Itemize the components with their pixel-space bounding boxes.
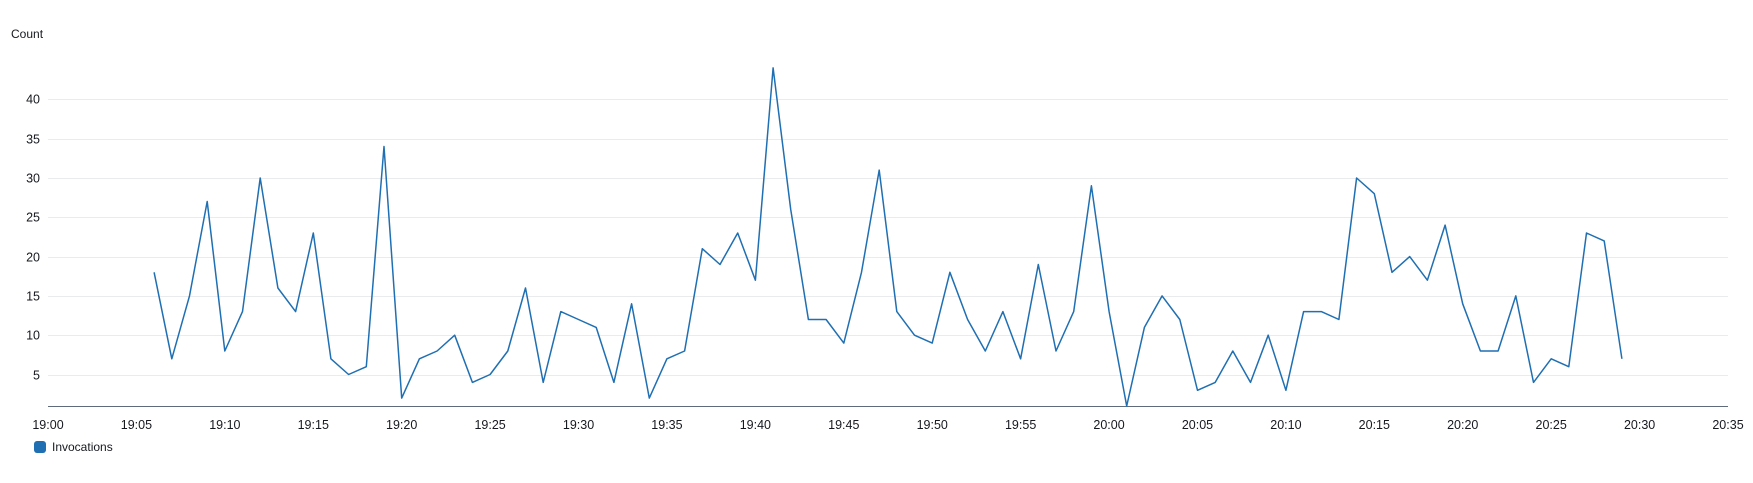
x-tick-labels: 19:00 19:05 19:10 19:15 19:20 19:25 19:30 19:35… [32, 418, 1743, 432]
y-tick-label: 10 [26, 329, 40, 343]
x-tick-label: 19:50 [917, 418, 948, 432]
x-tick-label: 19:05 [121, 418, 152, 432]
y-tick-label: 15 [26, 290, 40, 304]
series-layer [153, 67, 1623, 407]
y-tick-label: 20 [26, 251, 40, 265]
x-tick-label: 19:10 [209, 418, 240, 432]
x-tick-label: 19:45 [828, 418, 859, 432]
x-tick-label: 20:20 [1447, 418, 1478, 432]
x-tick-label: 20:05 [1182, 418, 1213, 432]
x-tick-label: 20:25 [1536, 418, 1567, 432]
x-tick-label: 20:30 [1624, 418, 1655, 432]
y-tick-label: 35 [26, 133, 40, 147]
y-tick-label: 40 [26, 93, 40, 107]
y-tick-label: 25 [26, 211, 40, 225]
series-line-invocations[interactable] [153, 67, 1623, 407]
x-tick-label: 19:55 [1005, 418, 1036, 432]
y-tick-label: 5 [33, 369, 40, 383]
x-tick-label: 20:15 [1359, 418, 1390, 432]
y-tick-labels: 5 10 15 20 25 30 35 40 [26, 93, 40, 383]
x-tick-label: 20:35 [1712, 418, 1743, 432]
x-tick-label: 19:25 [474, 418, 505, 432]
legend-swatch-invocations [34, 441, 46, 453]
x-tick-label: 19:40 [740, 418, 771, 432]
x-tick-label: 19:20 [386, 418, 417, 432]
x-tick-label: 20:10 [1270, 418, 1301, 432]
legend[interactable]: Invocations [34, 440, 113, 454]
legend-label-invocations: Invocations [52, 440, 113, 454]
x-tick-label: 19:15 [298, 418, 329, 432]
x-tick-label: 19:35 [651, 418, 682, 432]
x-tick-label: 19:30 [563, 418, 594, 432]
x-tick-label: 19:00 [32, 418, 63, 432]
y-tick-label: 30 [26, 172, 40, 186]
y-axis-label: Count [11, 27, 44, 41]
x-tick-label: 20:00 [1093, 418, 1124, 432]
